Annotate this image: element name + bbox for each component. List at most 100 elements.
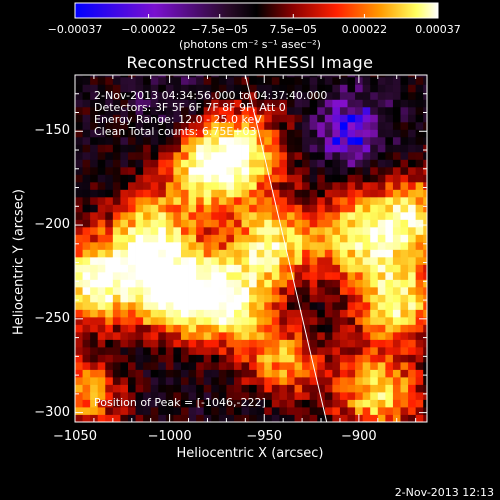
heatmap-cell bbox=[196, 159, 205, 168]
heatmap-cell bbox=[271, 369, 280, 378]
heatmap-cell bbox=[256, 309, 265, 318]
heatmap-cell bbox=[203, 136, 212, 145]
heatmap-cell bbox=[286, 196, 295, 205]
heatmap-cell bbox=[408, 324, 417, 333]
heatmap-cell bbox=[75, 324, 83, 333]
heatmap-cell bbox=[82, 121, 91, 130]
heatmap-cell bbox=[196, 121, 205, 130]
heatmap-cell bbox=[226, 399, 235, 408]
heatmap-cell bbox=[143, 159, 152, 168]
heatmap-cell bbox=[339, 226, 348, 235]
heatmap-cell bbox=[211, 406, 220, 415]
heatmap-cell bbox=[355, 234, 364, 243]
heatmap-cell bbox=[180, 384, 189, 393]
heatmap-cell bbox=[97, 84, 106, 93]
heatmap-cell bbox=[362, 256, 371, 265]
heatmap-cell bbox=[226, 391, 235, 400]
heatmap-cell bbox=[309, 151, 318, 160]
heatmap-cell bbox=[97, 166, 106, 175]
heatmap-cell bbox=[294, 309, 303, 318]
heatmap-cell bbox=[385, 234, 394, 243]
heatmap-cell bbox=[188, 249, 197, 258]
heatmap-cell bbox=[370, 114, 379, 123]
heatmap-cell bbox=[75, 331, 83, 340]
heatmap-cell bbox=[377, 376, 386, 385]
heatmap-cell bbox=[249, 174, 258, 183]
heatmap-cell bbox=[127, 384, 136, 393]
heatmap-cell bbox=[370, 376, 379, 385]
heatmap-cell bbox=[324, 264, 333, 273]
heatmap-cell bbox=[324, 384, 333, 393]
heatmap-cell bbox=[112, 384, 121, 393]
heatmap-cell bbox=[309, 196, 318, 205]
heatmap-cell bbox=[339, 241, 348, 250]
heatmap-cell bbox=[105, 174, 114, 183]
heatmap-cell bbox=[150, 91, 159, 100]
heatmap-cell bbox=[392, 84, 401, 93]
heatmap-cell bbox=[370, 286, 379, 295]
heatmap-cell bbox=[196, 114, 205, 123]
heatmap-cell bbox=[362, 384, 371, 393]
heatmap-cell bbox=[256, 384, 265, 393]
heatmap-cell bbox=[90, 144, 99, 153]
heatmap-cell bbox=[339, 331, 348, 340]
heatmap-cell bbox=[249, 114, 258, 123]
heatmap-cell bbox=[143, 226, 152, 235]
heatmap-cell bbox=[127, 174, 136, 183]
heatmap-cell bbox=[317, 159, 326, 168]
heatmap-cell bbox=[355, 196, 364, 205]
heatmap-cell bbox=[370, 151, 379, 160]
heatmap-cell bbox=[279, 399, 288, 408]
heatmap-cell bbox=[377, 75, 386, 78]
heatmap-cell bbox=[211, 174, 220, 183]
heatmap-cell bbox=[249, 376, 258, 385]
heatmap-cell bbox=[415, 414, 424, 422]
heatmap-cell bbox=[294, 294, 303, 303]
heatmap-cell bbox=[180, 354, 189, 363]
heatmap-cell bbox=[256, 369, 265, 378]
heatmap-cell bbox=[120, 91, 129, 100]
heatmap-cell bbox=[271, 226, 280, 235]
heatmap-cell bbox=[302, 249, 311, 258]
heatmap-cell bbox=[279, 196, 288, 205]
heatmap-cell bbox=[362, 75, 371, 78]
heatmap-cell bbox=[249, 136, 258, 145]
heatmap-cell bbox=[165, 181, 174, 190]
heatmap-cell bbox=[271, 76, 280, 85]
heatmap-cell bbox=[135, 76, 144, 85]
heatmap-cell bbox=[256, 204, 265, 213]
heatmap-cell bbox=[377, 369, 386, 378]
heatmap-cell bbox=[370, 84, 379, 93]
heatmap-cell bbox=[408, 399, 417, 408]
heatmap-cell bbox=[82, 91, 91, 100]
heatmap-cell bbox=[385, 99, 394, 108]
heatmap-cell bbox=[286, 106, 295, 115]
heatmap-cell bbox=[188, 376, 197, 385]
heatmap-cell bbox=[309, 249, 318, 258]
heatmap-cell bbox=[415, 241, 424, 250]
heatmap-cell bbox=[173, 129, 182, 138]
heatmap-cell bbox=[347, 136, 356, 145]
heatmap-cell bbox=[211, 151, 220, 160]
heatmap-cell bbox=[355, 84, 364, 93]
heatmap-cell bbox=[347, 249, 356, 258]
heatmap-cell bbox=[143, 391, 152, 400]
heatmap-cell bbox=[143, 376, 152, 385]
heatmap-cell bbox=[173, 331, 182, 340]
heatmap-cell bbox=[392, 369, 401, 378]
heatmap-cell bbox=[241, 256, 250, 265]
heatmap-cell bbox=[143, 354, 152, 363]
heatmap-cell bbox=[82, 414, 91, 422]
heatmap-cell bbox=[408, 331, 417, 340]
heatmap-cell bbox=[211, 286, 220, 295]
heatmap-cell bbox=[370, 129, 379, 138]
heatmap-cell bbox=[332, 226, 341, 235]
heatmap-cell bbox=[302, 324, 311, 333]
heatmap-cell bbox=[400, 249, 409, 258]
heatmap-cell bbox=[203, 151, 212, 160]
heatmap-cell bbox=[271, 309, 280, 318]
heatmap-cell bbox=[355, 384, 364, 393]
heatmap-cell bbox=[332, 414, 341, 422]
heatmap-cell bbox=[127, 159, 136, 168]
heatmap-cell bbox=[408, 84, 417, 93]
